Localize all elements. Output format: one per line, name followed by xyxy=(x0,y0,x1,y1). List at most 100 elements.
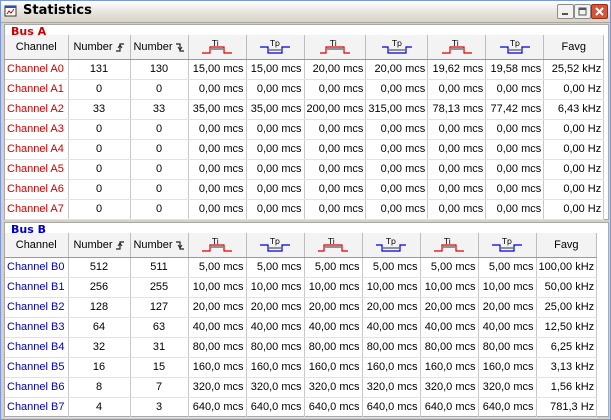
table-row[interactable]: Channel B1 256 255 10,00 mcs 10,00 mcs 10,00 … xyxy=(5,277,598,298)
favg-cell: 25,00 kHz xyxy=(536,297,598,318)
tp-max-cell: 40,00 mcs xyxy=(362,317,421,338)
table-row[interactable]: Channel B7 4 3 640,0 mcs 640,0 mcs 640,0 mcs 6… xyxy=(5,397,598,418)
number-rise-label: Number xyxy=(73,40,113,53)
close-button[interactable] xyxy=(591,4,608,19)
ti-avg-cell: 0,00 mcs xyxy=(427,139,487,160)
channel-column-header[interactable]: Channel xyxy=(5,35,69,60)
number-rise-column-header[interactable]: Number xyxy=(68,35,131,60)
tp-min-cell: 5,00 mcs xyxy=(246,257,305,278)
ti-max-cell: 200,00 mcs xyxy=(304,99,367,120)
pulse-tp-blue-icon: Tp xyxy=(381,39,412,54)
table-row[interactable]: Channel A0 131 130 15,00 mcs 15,00 mcs 20,00 … xyxy=(5,59,605,80)
table-row[interactable]: Channel A1 0 0 0,00 mcs 0,00 mcs 0,00 mcs 0,00… xyxy=(5,79,605,100)
ti-max-cell: 40,00 mcs xyxy=(304,317,363,338)
tp-min-column-header[interactable]: Tp xyxy=(246,233,305,258)
rise-count-cell: 0 xyxy=(68,119,131,140)
ti-min-cell: 320,0 mcs xyxy=(188,377,247,398)
tp-avg-cell: 5,00 mcs xyxy=(478,257,537,278)
ti-min-cell: 0,00 mcs xyxy=(188,79,247,100)
channel-column-header[interactable]: Channel xyxy=(5,233,69,258)
ti-min-cell: 15,00 mcs xyxy=(188,59,247,80)
number-rise-column-header[interactable]: Number xyxy=(68,233,131,258)
fall-count-cell: 15 xyxy=(130,357,189,378)
ti-min-column-header[interactable]: Ti xyxy=(188,233,247,258)
tp-min-cell: 160,0 mcs xyxy=(246,357,305,378)
ti-avg-cell: 0,00 mcs xyxy=(427,199,487,220)
fall-count-cell: 0 xyxy=(130,179,189,200)
tp-avg-cell: 160,0 mcs xyxy=(478,357,537,378)
ti-max-column-header[interactable]: Ti xyxy=(304,35,367,60)
ti-max-column-header[interactable]: Ti xyxy=(304,233,363,258)
tp-min-cell: 0,00 mcs xyxy=(246,119,305,140)
tp-avg-column-header[interactable]: Tp xyxy=(478,233,537,258)
tp-max-cell: 320,0 mcs xyxy=(362,377,421,398)
tp-max-cell: 315,00 mcs xyxy=(365,99,429,120)
rising-edge-icon xyxy=(115,241,124,250)
rise-count-cell: 0 xyxy=(68,159,131,180)
number-fall-column-header[interactable]: Number xyxy=(130,233,189,258)
table-row[interactable]: Channel B6 8 7 320,0 mcs 320,0 mcs 320,0 mcs 3… xyxy=(5,377,598,398)
ti-avg-column-header[interactable]: Ti xyxy=(427,35,487,60)
channel-name-cell: Channel A0 xyxy=(5,59,69,80)
tp-avg-column-header[interactable]: Tp xyxy=(485,35,545,60)
table-row[interactable]: Channel A5 0 0 0,00 mcs 0,00 mcs 0,00 mcs 0,00… xyxy=(5,159,605,180)
ti-min-cell: 20,00 mcs xyxy=(188,297,247,318)
tp-avg-cell: 19,58 mcs xyxy=(485,59,545,80)
svg-text:Tp: Tp xyxy=(391,39,402,48)
favg-column-header[interactable]: Favg xyxy=(543,35,605,60)
ti-label: Ti xyxy=(211,39,219,48)
ti-avg-cell: 320,0 mcs xyxy=(420,377,479,398)
table-row[interactable]: Channel B5 16 15 160,0 mcs 160,0 mcs 160,0 mc… xyxy=(5,357,598,378)
pulse-ti-red-icon: Ti xyxy=(202,237,232,252)
ti-avg-column-header[interactable]: Ti xyxy=(420,233,479,258)
table-row[interactable]: Channel B2 128 127 20,00 mcs 20,00 mcs 20,00 … xyxy=(5,297,598,318)
table-row[interactable]: Channel A7 0 0 0,00 mcs 0,00 mcs 0,00 mcs 0,00… xyxy=(5,199,605,220)
tp-min-cell: 0,00 mcs xyxy=(246,199,305,220)
pulse-ti-red-icon: Ti xyxy=(318,237,348,252)
ti-max-cell: 80,00 mcs xyxy=(304,337,363,358)
number-fall-column-header[interactable]: Number xyxy=(130,35,189,60)
pulse-tp-blue-icon: Tp xyxy=(492,237,522,252)
maximize-button[interactable] xyxy=(574,4,591,19)
tp-avg-cell: 320,0 mcs xyxy=(478,377,537,398)
tp-max-column-header[interactable]: Tp xyxy=(362,233,421,258)
number-fall-label: Number xyxy=(133,238,173,251)
pulse-ti-red-icon: Ti xyxy=(202,39,232,54)
tp-max-cell: 640,0 mcs xyxy=(362,397,421,418)
bus-a-header-row: Channel Number Number Ti Tp Ti Tp Ti Tp … xyxy=(5,35,605,60)
ti-min-column-header[interactable]: Ti xyxy=(188,35,247,60)
ti-min-cell: 0,00 mcs xyxy=(188,139,247,160)
table-row[interactable]: Channel A2 33 33 35,00 mcs 35,00 mcs 200,00 m… xyxy=(5,99,605,120)
svg-text:Ti: Ti xyxy=(327,237,335,246)
tp-avg-cell: 80,00 mcs xyxy=(478,337,537,358)
tp-max-column-header[interactable]: Tp xyxy=(365,35,429,60)
channel-name-cell: Channel B7 xyxy=(5,397,69,418)
fall-count-cell: 0 xyxy=(130,159,189,180)
rise-count-cell: 4 xyxy=(68,397,131,418)
favg-cell: 25,52 kHz xyxy=(543,59,605,80)
svg-text:Ti: Ti xyxy=(211,237,219,246)
channel-name-cell: Channel A7 xyxy=(5,199,69,220)
tp-max-cell: 160,0 mcs xyxy=(362,357,421,378)
table-row[interactable]: Channel B4 32 31 80,00 mcs 80,00 mcs 80,00 mc… xyxy=(5,337,598,358)
minimize-button[interactable] xyxy=(557,4,574,19)
ti-avg-cell: 19,62 mcs xyxy=(427,59,487,80)
favg-column-header[interactable]: Favg xyxy=(536,233,598,258)
tp-min-column-header[interactable]: Tp xyxy=(246,35,305,60)
channel-name-cell: Channel A3 xyxy=(5,119,69,140)
table-row[interactable]: Channel B3 64 63 40,00 mcs 40,00 mcs 40,00 mc… xyxy=(5,317,598,338)
svg-text:Ti: Ti xyxy=(451,39,459,48)
ti-min-cell: 160,0 mcs xyxy=(188,357,247,378)
table-row[interactable]: Channel A4 0 0 0,00 mcs 0,00 mcs 0,00 mcs 0,00… xyxy=(5,139,605,160)
table-row[interactable]: Channel A3 0 0 0,00 mcs 0,00 mcs 0,00 mcs 0,00… xyxy=(5,119,605,140)
table-row[interactable]: Channel A6 0 0 0,00 mcs 0,00 mcs 0,00 mcs 0,00… xyxy=(5,179,605,200)
channel-name-cell: Channel B4 xyxy=(5,337,69,358)
title-bar[interactable]: Statistics xyxy=(1,1,610,23)
ti-max-cell: 640,0 mcs xyxy=(304,397,363,418)
ti-max-cell: 0,00 mcs xyxy=(304,79,367,100)
window-title: Statistics xyxy=(23,3,92,18)
ti-avg-cell: 0,00 mcs xyxy=(427,79,487,100)
pulse-tp-blue-icon: Tp xyxy=(260,237,290,252)
table-row[interactable]: Channel B0 512 511 5,00 mcs 5,00 mcs 5,00 mcs… xyxy=(5,257,598,278)
rising-edge-icon xyxy=(115,43,124,52)
